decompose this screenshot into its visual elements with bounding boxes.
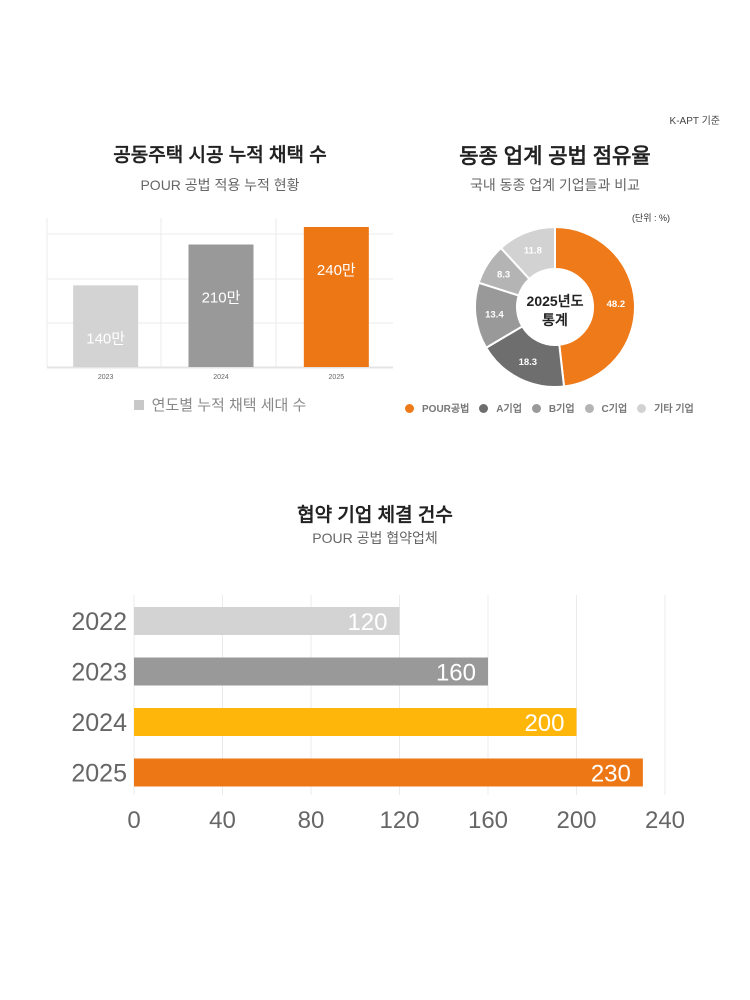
legend-label: C기업	[601, 404, 628, 415]
slice-value-label: 11.8	[524, 246, 542, 257]
legend-item: C기업	[584, 400, 628, 415]
chart2-subtitle: 국내 동종 업계 기업들과 비교	[469, 177, 641, 193]
x-tick-label: 2024	[213, 374, 229, 381]
center-label: 통계	[542, 312, 568, 328]
bar-2022	[134, 607, 400, 635]
chart2-title: 동종 업계 공법 점유율	[459, 145, 651, 168]
chart3-title: 협약 기업 체결 건수	[297, 505, 453, 526]
x-tick-label: 40	[209, 807, 236, 834]
data-label: 230	[591, 761, 631, 788]
bar-2025	[303, 227, 369, 367]
x-tick-label: 0	[127, 807, 140, 834]
legend-label: 기타 기업	[654, 404, 694, 415]
slice-기타 기업	[499, 225, 556, 281]
legend-dot	[479, 404, 489, 413]
x-tick-label: 200	[556, 807, 596, 834]
bar-2023	[134, 657, 488, 686]
data-label: 140만	[86, 330, 125, 347]
legend-dot	[584, 404, 594, 413]
slice-value-label: 18.3	[519, 357, 538, 368]
legend-item: A기업	[479, 400, 522, 415]
center-label: 2025년도	[527, 293, 584, 309]
data-label: 160	[436, 660, 476, 687]
y-tick-label: 2024	[71, 709, 127, 737]
slice-value-label: 13.4	[485, 309, 504, 320]
bar-2024	[134, 708, 577, 736]
slice-POUR공법	[554, 225, 636, 388]
legend-label: A기업	[496, 404, 522, 415]
cumulative-adoption-bar-chart: 140만 2023 210만 2024 240만 2025	[46, 218, 393, 381]
legend-dot	[637, 404, 647, 413]
legend-item: B기업	[531, 400, 575, 415]
bar-2023	[73, 285, 139, 367]
legend-dot	[531, 404, 541, 413]
x-tick-label: 160	[468, 807, 508, 834]
legend-label: B기업	[548, 404, 575, 415]
y-tick-label: 2022	[71, 608, 127, 636]
x-tick-label: 80	[298, 807, 325, 834]
chart1-title: 공동주택 시공 누적 채택 수	[113, 145, 327, 166]
chart2-legend: POUR공법 A기업 B기업 C기업 기타 기업	[405, 400, 705, 415]
x-tick-label: 2025	[329, 374, 345, 381]
legend-item: POUR공법	[405, 400, 469, 415]
x-tick-label: 120	[379, 807, 419, 834]
legend-dot	[405, 404, 414, 413]
data-label: 240만	[317, 262, 356, 279]
slice-value-label: 8.3	[497, 270, 510, 281]
data-label: 120	[347, 609, 387, 636]
legend-label: POUR공법	[422, 404, 470, 415]
x-tick-label: 240	[645, 807, 685, 834]
bar-2024	[188, 244, 254, 367]
chart3-subtitle: POUR 공법 협약업체	[312, 530, 438, 546]
data-label: 210만	[202, 290, 241, 307]
partner-contracts-hbar-chart: 0 40 80 120 160 200 240 120 2022 160 2023 200 2024 23…	[71, 595, 685, 834]
source-note: K-APT 기준	[669, 116, 720, 127]
x-tick-label: 2023	[98, 374, 114, 381]
slice-value-label: 48.2	[607, 299, 626, 310]
data-label: 200	[524, 710, 564, 737]
legend-item: 기타 기업	[637, 400, 694, 415]
y-tick-label: 2025	[71, 760, 127, 788]
y-tick-label: 2023	[71, 659, 127, 687]
unit-label: (단위 : %)	[631, 213, 670, 223]
chart1-subtitle: POUR 공법 적용 누적 현황	[140, 177, 300, 193]
chart1-legend: 연도별 누적 채택 세대 수	[40, 394, 400, 415]
legend-label: 연도별 누적 채택 세대 수	[151, 397, 307, 414]
bar-2025	[134, 758, 643, 787]
legend-swatch	[133, 400, 144, 410]
